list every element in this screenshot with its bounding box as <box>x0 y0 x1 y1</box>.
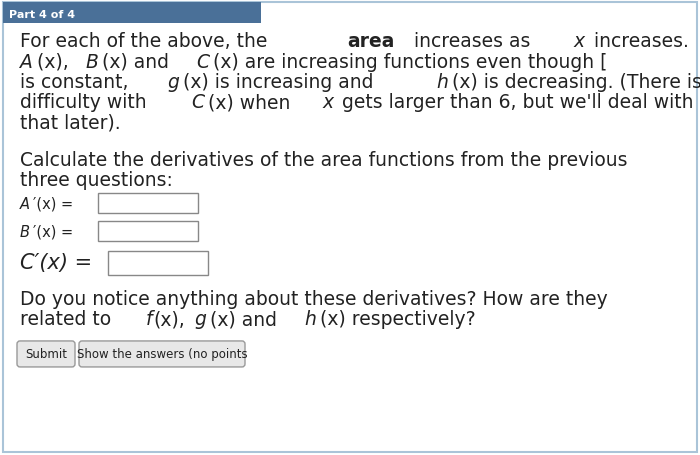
Text: B: B <box>20 224 30 239</box>
FancyBboxPatch shape <box>98 193 198 213</box>
Text: that later).: that later). <box>20 114 120 133</box>
Text: Calculate the derivatives of the area functions from the previous: Calculate the derivatives of the area fu… <box>20 151 627 170</box>
Text: Show the answers (no points: Show the answers (no points <box>77 348 247 361</box>
Text: x: x <box>322 93 333 112</box>
Text: C: C <box>196 52 209 71</box>
Text: increases.  So: increases. So <box>588 32 700 51</box>
Text: related to: related to <box>20 310 117 329</box>
Text: ′(x) =: ′(x) = <box>33 197 78 212</box>
FancyBboxPatch shape <box>108 252 208 275</box>
FancyBboxPatch shape <box>3 3 697 452</box>
Text: (x),: (x), <box>154 310 186 329</box>
Text: C′(x) =: C′(x) = <box>20 253 99 273</box>
Text: (x) is increasing and: (x) is increasing and <box>183 73 379 92</box>
Text: (x) when: (x) when <box>208 93 296 112</box>
Text: (x) are increasing functions even though [: (x) are increasing functions even though… <box>213 52 608 71</box>
Text: (x),: (x), <box>36 52 74 71</box>
Text: C: C <box>191 93 204 112</box>
Text: (x) and: (x) and <box>210 310 284 329</box>
Text: (x) is decreasing. (There is a: (x) is decreasing. (There is a <box>452 73 700 92</box>
Text: three questions:: three questions: <box>20 171 173 190</box>
Text: x: x <box>574 32 584 51</box>
Text: increases as: increases as <box>408 32 536 51</box>
Text: h: h <box>437 73 449 92</box>
Text: For each of the above, the: For each of the above, the <box>20 32 274 51</box>
Text: Submit: Submit <box>25 348 67 361</box>
Text: Part 4 of 4: Part 4 of 4 <box>9 10 75 20</box>
Text: is constant,: is constant, <box>20 73 134 92</box>
Text: gets larger than 6, but we'll deal with: gets larger than 6, but we'll deal with <box>337 93 694 112</box>
FancyBboxPatch shape <box>79 341 245 367</box>
Text: f: f <box>146 310 152 329</box>
Text: Do you notice anything about these derivatives? How are they: Do you notice anything about these deriv… <box>20 289 608 308</box>
Text: area: area <box>347 32 394 51</box>
FancyBboxPatch shape <box>3 3 261 24</box>
Text: (x) respectively?: (x) respectively? <box>320 310 475 329</box>
Text: g: g <box>168 73 180 92</box>
Text: A: A <box>20 197 30 212</box>
FancyBboxPatch shape <box>17 341 75 367</box>
FancyBboxPatch shape <box>98 222 198 242</box>
Text: A: A <box>20 52 33 71</box>
Text: difficulty with: difficulty with <box>20 93 153 112</box>
Text: h: h <box>304 310 316 329</box>
Text: B: B <box>85 52 98 71</box>
Text: g: g <box>195 310 206 329</box>
Text: ′(x) =: ′(x) = <box>33 224 78 239</box>
Text: (x) and: (x) and <box>102 52 175 71</box>
